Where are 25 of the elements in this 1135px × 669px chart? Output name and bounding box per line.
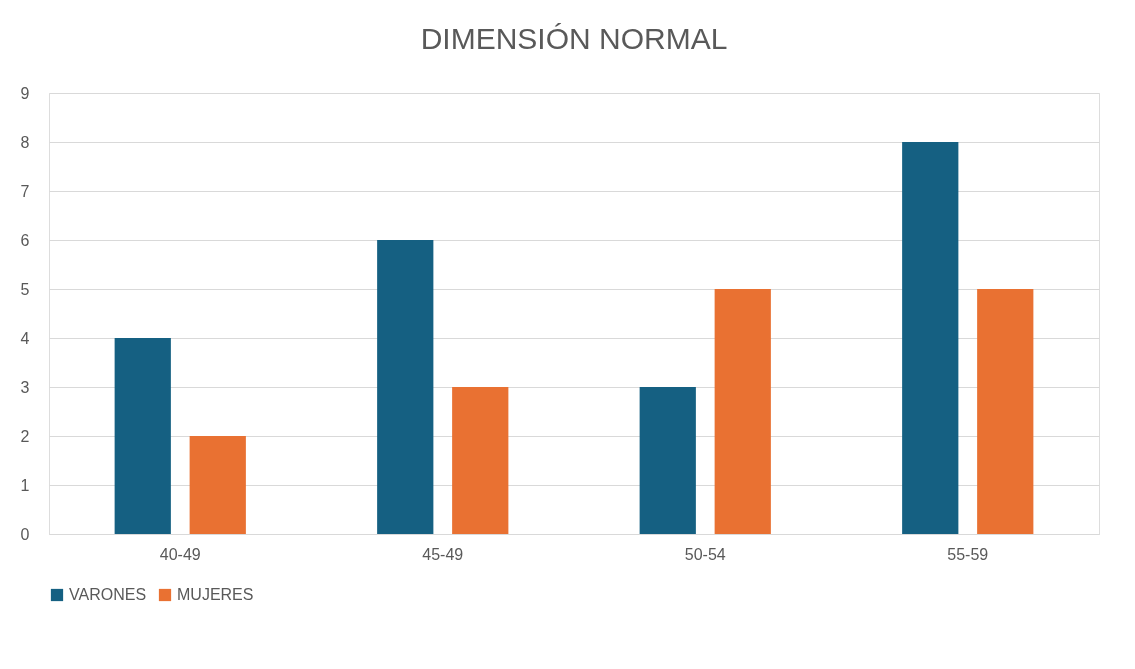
bar <box>377 240 434 534</box>
y-tick-label: 9 <box>20 84 30 102</box>
bar <box>977 289 1034 534</box>
y-tick-label: 2 <box>20 427 30 445</box>
x-tick-label: 50-54 <box>684 545 726 563</box>
y-tick-label: 6 <box>20 231 30 249</box>
y-tick-label: 0 <box>20 525 30 543</box>
x-tick-label: 55-59 <box>947 545 989 563</box>
y-tick-label: 7 <box>20 182 30 200</box>
bar <box>639 387 696 534</box>
bar <box>714 289 771 534</box>
chart-title: DIMENSIÓN NORMAL <box>420 22 728 55</box>
x-tick-label: 45-49 <box>422 545 464 563</box>
bar <box>902 142 959 534</box>
legend-label: VARONES <box>69 586 147 603</box>
bar <box>114 338 171 534</box>
y-tick-label: 4 <box>20 329 30 347</box>
y-tick-label: 3 <box>20 378 30 396</box>
legend-label: MUJERES <box>177 586 254 603</box>
x-tick-label: 40-49 <box>159 545 201 563</box>
y-tick-label: 5 <box>20 280 30 298</box>
y-tick-label: 8 <box>20 133 30 151</box>
bar <box>189 436 246 534</box>
y-tick-label: 1 <box>20 476 30 494</box>
bar <box>452 387 509 534</box>
